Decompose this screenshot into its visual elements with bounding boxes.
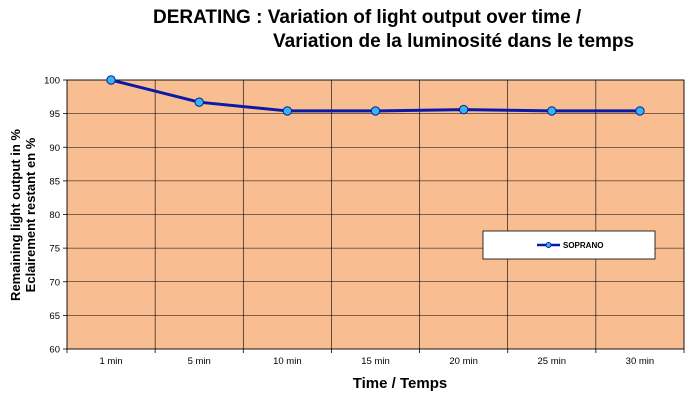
legend: SOPRANO xyxy=(482,230,656,260)
y-axis-title-line-1: Remaining light output in % xyxy=(8,129,23,301)
chart-title-line-2: Variation de la luminosité dans le temps xyxy=(273,31,634,52)
y-tick-label: 85 xyxy=(49,176,60,187)
data-point xyxy=(458,104,469,115)
data-point xyxy=(106,75,116,85)
legend-label: SOPRANO xyxy=(563,241,603,250)
y-tick-label: 75 xyxy=(49,244,60,255)
series-soprano xyxy=(106,75,645,116)
chart-title-line-1: DERATING : Variation of light output ove… xyxy=(153,7,582,28)
x-tick-label: 5 min xyxy=(188,356,211,367)
legend-box xyxy=(482,230,656,260)
y-tick-label: 100 xyxy=(44,76,60,87)
y-tick-label: 95 xyxy=(49,109,60,120)
x-tick-label: 10 min xyxy=(273,356,302,367)
data-point xyxy=(370,106,381,116)
y-axis-title: Remaining light output in % Eclairement … xyxy=(8,129,38,301)
data-point xyxy=(635,106,645,116)
x-axis-title: Time / Temps xyxy=(353,375,447,392)
x-tick-label: 25 min xyxy=(538,356,567,367)
y-axis-title-line-2: Eclairement restant en % xyxy=(23,137,38,292)
x-tick-label: 30 min xyxy=(626,356,655,367)
y-tick-label: 80 xyxy=(49,210,60,221)
x-tick-label: 1 min xyxy=(99,356,122,367)
y-tick-label: 90 xyxy=(49,143,60,154)
x-axis-ticks: 1 min 5 min 10 min 15 min 20 min 25 min 30 min xyxy=(66,349,685,367)
y-tick-label: 65 xyxy=(49,311,60,322)
data-point xyxy=(547,106,557,116)
legend-marker xyxy=(545,242,552,248)
y-axis-ticks: 60 65 70 75 80 85 90 95 100 xyxy=(44,76,67,356)
data-point xyxy=(282,106,293,116)
data-point xyxy=(194,97,204,107)
y-tick-label: 60 xyxy=(49,345,60,356)
y-tick-label: 70 xyxy=(49,277,60,288)
x-tick-label: 20 min xyxy=(449,356,478,367)
x-tick-label: 15 min xyxy=(361,356,390,367)
